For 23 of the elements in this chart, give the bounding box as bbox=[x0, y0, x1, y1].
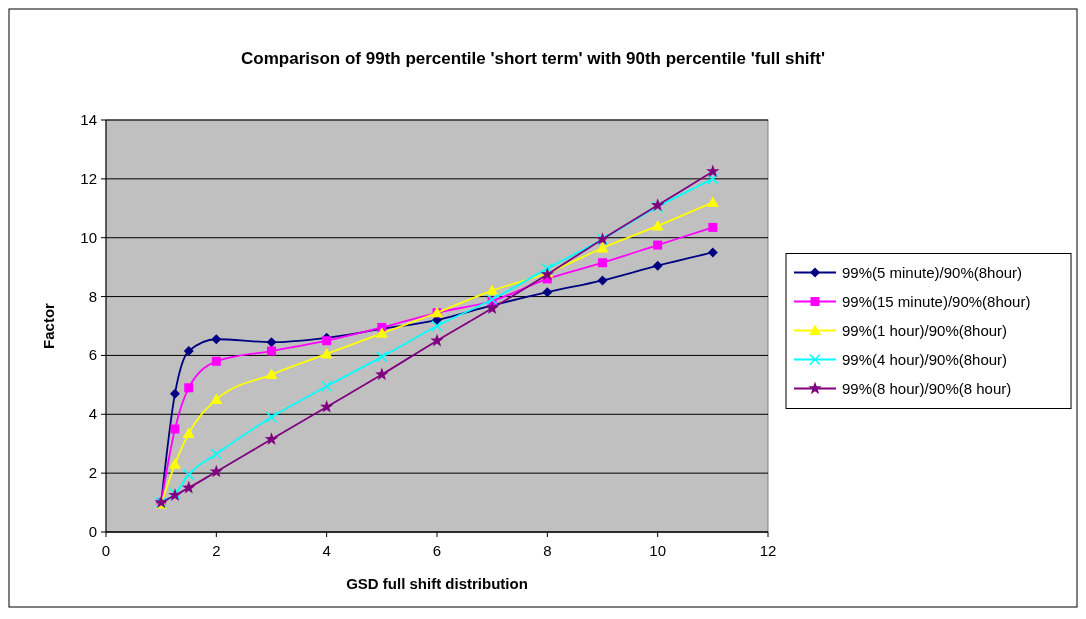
y-tick-label: 6 bbox=[88, 346, 97, 364]
x-tick-label: 0 bbox=[101, 542, 111, 559]
y-tick-label: 10 bbox=[80, 228, 97, 246]
legend-label: 99%(5 minute)/90%(8hour) bbox=[842, 263, 1023, 281]
y-tick-label: 4 bbox=[88, 405, 97, 423]
y-tick-label: 0 bbox=[88, 523, 97, 540]
x-tick-label: 12 bbox=[759, 542, 777, 559]
x-tick-label: 8 bbox=[543, 542, 552, 559]
x-axis-title: GSD full shift distribution bbox=[346, 575, 528, 592]
y-axis-title: Factor bbox=[40, 302, 57, 349]
legend-label: 99%(1 hour)/90%(8hour) bbox=[842, 321, 1008, 339]
legend-label: 99%(15 minute)/90%(8hour) bbox=[842, 292, 1031, 310]
x-tick-label: 4 bbox=[322, 542, 331, 559]
y-tick-label: 14 bbox=[80, 111, 97, 128]
legend-label: 99%(8 hour)/90%(8 hour) bbox=[842, 379, 1012, 397]
x-tick-label: 10 bbox=[649, 542, 667, 559]
legend-label: 99%(4 hour)/90%(8hour) bbox=[842, 350, 1008, 368]
y-tick-label: 8 bbox=[88, 287, 97, 305]
y-tick-label: 12 bbox=[80, 169, 97, 187]
y-tick-label: 2 bbox=[88, 464, 97, 482]
x-tick-label: 6 bbox=[432, 542, 442, 559]
chart-title: Comparison of 99th percentile 'short term' with 90th percentile 'full shift' bbox=[241, 49, 825, 68]
x-tick-label: 2 bbox=[212, 542, 221, 559]
